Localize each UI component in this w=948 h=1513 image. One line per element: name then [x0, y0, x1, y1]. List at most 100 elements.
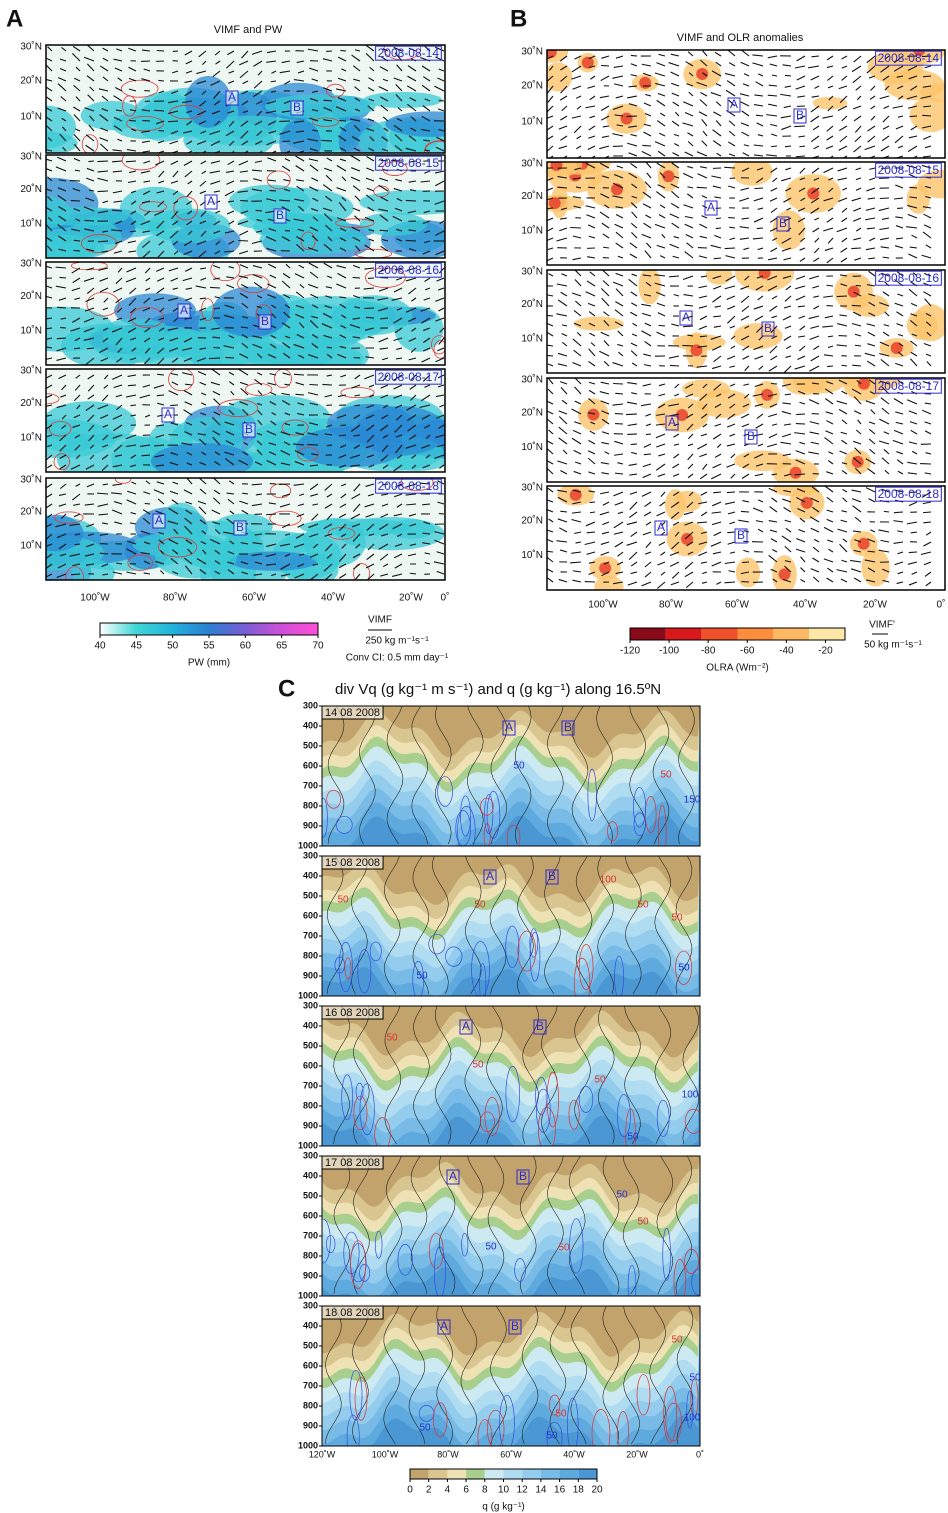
wind-vector [73, 250, 80, 251]
contour-label: 50 [678, 963, 690, 974]
moisture-blob [114, 326, 209, 358]
lon-label: 0˚ [696, 1449, 704, 1459]
contour-label: 50 [416, 971, 428, 982]
panel-title: VIMF and PW [214, 24, 283, 36]
colorbar-label: q (g kg⁻¹) [482, 1502, 525, 1513]
wind-vector [670, 365, 679, 366]
colorbar-segment [773, 628, 809, 640]
marker-label: B [261, 314, 269, 328]
lat-label: 30˚N [521, 266, 543, 278]
colorbar-tick-label: 55 [203, 641, 215, 652]
y-tick-label: 900 [303, 820, 318, 830]
marker-label: A [180, 303, 188, 317]
olr-core [621, 113, 633, 125]
wind-vector [590, 512, 595, 513]
colorbar-label: PW (mm) [188, 658, 230, 669]
colorbar-segment [560, 1469, 579, 1479]
marker-label: A [164, 407, 172, 421]
moisture-blob [255, 345, 305, 364]
y-tick-label: 800 [303, 1250, 318, 1260]
wind-vector [422, 504, 430, 505]
wind-vector [716, 228, 721, 229]
map-subpanel: 30˚N20˚N10˚N2008-08-16AB [8, 258, 447, 376]
wind-vector [714, 258, 721, 259]
colorbar-tick-label: 70 [312, 641, 324, 652]
colorbar-tick-label: -40 [779, 646, 794, 657]
y-tick-label: 800 [303, 800, 318, 810]
map-subpanel: 30˚N20˚N10˚N2008-08-16AB [521, 254, 948, 373]
olr-core [696, 68, 708, 80]
wind-vector [157, 395, 164, 396]
colorbar-tick-label: 4 [445, 1485, 451, 1496]
colorbar-segment [630, 628, 666, 640]
moisture-blob [112, 111, 180, 139]
wind-vector [339, 435, 346, 436]
marker-label: A [505, 720, 513, 734]
olr-blob [734, 450, 790, 471]
y-tick-label: 400 [303, 1020, 318, 1030]
colorbar-tick-label: -120 [620, 646, 640, 657]
marker-label: A [730, 97, 738, 111]
marker-label: A [449, 1169, 457, 1183]
lon-label: 80˚W [437, 1449, 459, 1459]
map-subpanel: 30˚N20˚N10˚N2008-08-15AB [4, 150, 472, 272]
colorbar-tick-label: 18 [573, 1485, 585, 1496]
wind-vector [841, 365, 847, 366]
lat-label: 10˚N [20, 324, 42, 336]
wind-vector [682, 345, 693, 346]
y-tick-label: 1000 [298, 990, 318, 1000]
lon-label: 120˚W [309, 1449, 336, 1459]
wind-vector [295, 394, 304, 395]
contour-label: 50 [386, 1033, 398, 1044]
date-label: 2008-08-15 [878, 163, 940, 177]
colorbar-tick-label: -100 [659, 646, 679, 657]
wind-vector [837, 296, 847, 297]
wind-vector [627, 116, 637, 117]
wind-vector [725, 248, 735, 249]
wind-vector [547, 355, 553, 356]
colorbar-tick-label: 45 [131, 641, 143, 652]
date-label: 2008-08-17 [378, 370, 440, 384]
date-label: 18 08 2008 [325, 1307, 380, 1319]
wind-vector [827, 366, 833, 367]
olr-core [790, 467, 802, 479]
wind-vector [242, 493, 248, 494]
map-subpanel: 30˚N20˚N10˚N2008-08-18AB [0, 474, 445, 598]
colorbar-label: OLRA (Wm⁻²) [706, 663, 769, 674]
y-tick-label: 600 [303, 1360, 318, 1370]
marker-label: B [536, 1019, 544, 1033]
marker-label: A [228, 90, 236, 104]
lat-label: 20˚N [521, 514, 543, 526]
wind-vector [154, 110, 164, 111]
olr-blob [907, 311, 938, 340]
wind-vector [852, 305, 861, 306]
y-tick-label: 700 [303, 1080, 318, 1090]
wind-vector [754, 188, 763, 189]
wind-vector [213, 347, 220, 348]
moisture-blob [212, 287, 290, 337]
marker-label: B [245, 422, 253, 436]
wind-vector [270, 190, 276, 191]
contour-label: 100 [684, 1413, 701, 1424]
wind-vector [266, 514, 276, 515]
map-subpanel: 30˚N20˚N10˚N2008-08-18AB [521, 482, 945, 599]
colorbar-segment [702, 628, 738, 640]
lat-label: 10˚N [20, 217, 42, 229]
wind-vector [547, 315, 553, 316]
map-subpanel: 30˚N20˚N10˚N2008-08-14AB [521, 36, 948, 162]
lat-label: 10˚N [521, 441, 543, 453]
wind-vector [158, 80, 164, 81]
colorbar-segment [738, 628, 774, 640]
wind-vector [340, 50, 346, 51]
lat-label: 30˚N [20, 365, 42, 377]
colorbar-segment [541, 1469, 560, 1479]
moisture-blob [185, 76, 231, 128]
contour-label: 50 [660, 770, 672, 781]
contour-label: 50 [627, 1132, 639, 1143]
moisture-blob [385, 111, 479, 137]
colorbar-segment [578, 1469, 597, 1479]
contour-label: 50 [671, 913, 683, 924]
lon-label: 60˚W [242, 592, 266, 604]
y-tick-label: 500 [303, 890, 318, 900]
colorbar-tick-label: 60 [240, 641, 252, 652]
